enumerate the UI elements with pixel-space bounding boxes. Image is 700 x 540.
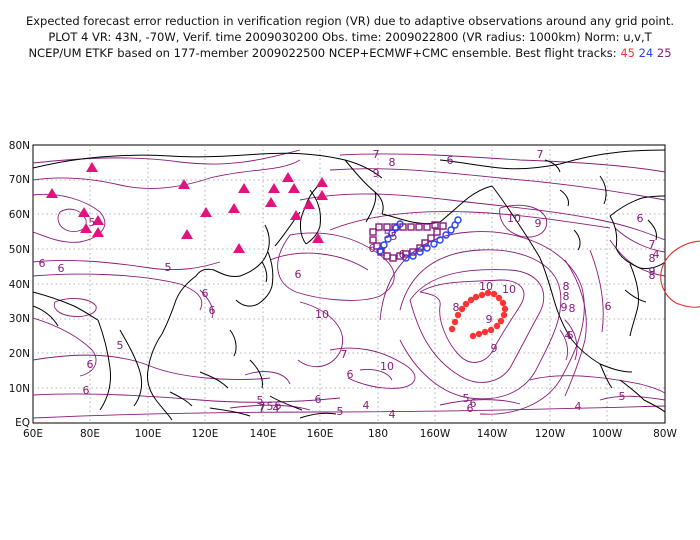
contour-lines — [33, 149, 665, 419]
contour-value-label: 6 — [347, 368, 354, 381]
contour-value-label: 7 — [259, 402, 266, 415]
contour-value-label: 6 — [637, 212, 644, 225]
lat-label: 20N — [9, 348, 30, 360]
contour-value-label: 6 — [39, 257, 46, 270]
contour-value-label: 6 — [605, 300, 612, 313]
flight-track-24 — [376, 216, 462, 262]
contour-value-label: 5 — [619, 390, 626, 403]
title-line-3: NCEP/UM ETKF based on 177-member 2009022… — [0, 46, 700, 60]
lat-label: 50N — [9, 244, 30, 256]
contour-value-label: 6 — [87, 358, 94, 371]
contour-value-label: 5 — [267, 400, 274, 413]
contour-value-label: 5 — [384, 228, 391, 241]
contour-value-label: 6 — [567, 329, 574, 342]
contour-value-label: 6 — [58, 262, 65, 275]
lat-label: 60N — [9, 209, 30, 221]
contour-value-label: 9 — [491, 342, 498, 355]
contour-value-label: 8 — [453, 301, 460, 314]
title-line-2: PLOT 4 VR: 43N, -70W, Verif. time 200903… — [48, 30, 652, 44]
contour-value-label: 7 — [649, 238, 656, 251]
observation-triangles — [46, 162, 328, 253]
lon-label: 80W — [653, 428, 677, 440]
contour-value-label: 6 — [467, 402, 474, 415]
lon-label: 80E — [80, 428, 100, 440]
contour-value-label: 8 — [569, 302, 576, 315]
track-id-24: 24 — [638, 46, 654, 60]
contour-value-label: 8 — [649, 269, 656, 282]
contour-value-label: 5 — [337, 405, 344, 418]
contour-value-label: 4 — [389, 408, 396, 421]
contour-value-label: 10 — [507, 212, 521, 225]
contour-value-label: 4 — [565, 329, 572, 342]
coastlines — [33, 149, 665, 421]
contour-value-label: 6 — [295, 268, 302, 281]
contour-value-label: 8 — [563, 290, 570, 303]
contour-value-label: 5 — [117, 339, 124, 352]
contour-value-label: 10 — [315, 308, 329, 321]
contour-value-label: 9 — [486, 313, 493, 326]
contour-value-label: 6 — [369, 242, 376, 255]
lat-label: 30N — [9, 313, 30, 325]
lon-label: 140W — [477, 428, 508, 440]
verification-region-circle — [660, 240, 700, 308]
lon-label: 100W — [592, 428, 623, 440]
title-line-1: Expected forecast error reduction in ver… — [25, 14, 675, 28]
contour-value-label: 6 — [399, 248, 406, 261]
contour-value-label: 6 — [447, 154, 454, 167]
lon-label: 120W — [535, 428, 566, 440]
contour-value-label: 7 — [341, 348, 348, 361]
contour-value-label: 9 — [373, 167, 380, 180]
contour-value-label: 4 — [273, 402, 280, 415]
contour-value-label: 8 — [563, 280, 570, 293]
lon-label: 180 — [368, 428, 388, 440]
lat-label: 40N — [9, 279, 30, 291]
lon-label: 60E — [23, 428, 43, 440]
contour-value-label: 6 — [83, 384, 90, 397]
track-id-25: 25 — [656, 46, 672, 60]
contour-value-label: 8 — [389, 156, 396, 169]
contour-value-label: 7 — [537, 148, 544, 161]
lat-label: 70N — [9, 174, 30, 186]
contour-value-label: 7 — [373, 148, 380, 161]
contour-value-label: 6 — [275, 399, 282, 412]
contour-value-label: 5 — [463, 392, 470, 405]
track-id-45: 45 — [620, 46, 635, 60]
lon-label: 120E — [192, 428, 219, 440]
contour-value-label: 10 — [479, 280, 493, 293]
contour-value-label: 5 — [257, 394, 264, 407]
flight-track-45 — [448, 289, 509, 340]
contour-value-label: 8 — [649, 252, 656, 265]
contour-value-label: 6 — [202, 287, 209, 300]
contour-value-label: 10 — [502, 283, 516, 296]
contour-value-label: 5 — [89, 216, 96, 229]
contour-value-label: 4 — [363, 399, 370, 412]
contour-value-label: 6 — [470, 397, 477, 410]
contour-value-label: 5 — [165, 261, 172, 274]
contour-value-label: 10 — [380, 360, 394, 373]
contour-value-label: 7 — [259, 400, 266, 413]
contour-value-label: 6 — [209, 304, 216, 317]
contour-value-label: 9 — [535, 217, 542, 230]
contour-value-label: 4 — [653, 248, 660, 261]
lat-label: 80N — [9, 140, 30, 152]
lat-label: EQ — [15, 417, 30, 429]
grid-lines — [33, 145, 665, 423]
lon-label: 140E — [250, 428, 277, 440]
contour-value-label: 4 — [575, 400, 582, 413]
contour-value-label: 9 — [649, 265, 656, 278]
lat-label: 10N — [9, 383, 30, 395]
contour-value-label: 6 — [315, 393, 322, 406]
title-line-3-text: NCEP/UM ETKF based on 177-member 2009022… — [28, 46, 617, 60]
contour-value-label: 5 — [391, 230, 398, 243]
lon-label: 100E — [135, 428, 162, 440]
lon-label: 160E — [307, 428, 334, 440]
contour-value-label: 9 — [561, 301, 568, 314]
lon-label: 160W — [420, 428, 451, 440]
